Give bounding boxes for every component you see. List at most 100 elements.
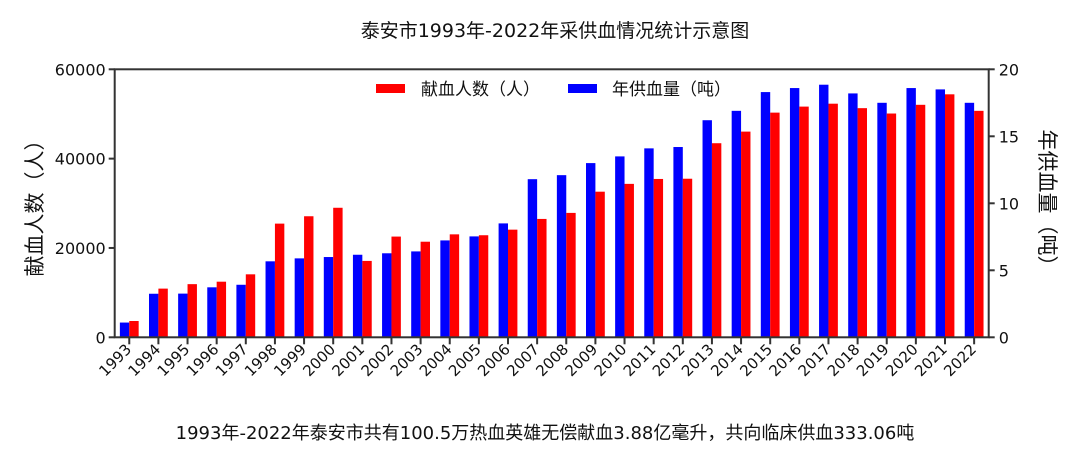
bar-supply-2018 bbox=[848, 93, 858, 338]
x-tick-label: 1995 bbox=[154, 340, 194, 380]
bar-donors-1998 bbox=[274, 223, 285, 338]
x-tick-label: 2008 bbox=[532, 340, 572, 380]
x-tick-label: 2017 bbox=[795, 340, 835, 380]
bar-donors-2002 bbox=[391, 236, 401, 338]
bar-donors-1999 bbox=[304, 216, 314, 338]
bar-supply-1994 bbox=[149, 293, 159, 338]
x-tick-label: 2016 bbox=[765, 340, 805, 380]
bar-donors-2007 bbox=[537, 218, 547, 338]
legend-label-donors: 献血人数（人） bbox=[421, 80, 540, 100]
x-tick-label: 2001 bbox=[328, 340, 368, 380]
x-tick-label: 2014 bbox=[707, 340, 747, 380]
x-tick-label: 2007 bbox=[503, 340, 543, 380]
chart-footnote: 1993年-2022年泰安市共有100.5万热血英雄无偿献血3.88亿毫升，共向… bbox=[176, 423, 915, 444]
bar-supply-2001 bbox=[352, 254, 363, 338]
bar-supply-2008 bbox=[556, 175, 567, 338]
bar-supply-2000 bbox=[323, 257, 334, 338]
bar-donors-2019 bbox=[886, 113, 897, 338]
y-left-tick-label: 60000 bbox=[55, 60, 106, 79]
x-tick-label: 2019 bbox=[853, 340, 893, 380]
bar-donors-2020 bbox=[915, 104, 926, 338]
legend: 献血人数（人） 年供血量（吨） bbox=[376, 80, 731, 100]
legend-label-supply: 年供血量（吨） bbox=[612, 80, 731, 100]
bar-supply-2014 bbox=[731, 110, 742, 338]
bar-supply-1999 bbox=[294, 258, 305, 338]
bar-donors-2009 bbox=[595, 191, 605, 338]
y-right-tick-label: 10 bbox=[999, 194, 1019, 213]
bar-supply-1998 bbox=[265, 261, 275, 338]
bar-donors-2004 bbox=[449, 234, 460, 338]
bar-donors-2000 bbox=[333, 207, 343, 338]
x-tick-label: 2022 bbox=[940, 340, 980, 380]
bars bbox=[119, 84, 984, 338]
x-tick-label: 2013 bbox=[678, 340, 718, 380]
bar-supply-2021 bbox=[935, 89, 945, 338]
y-right-tick-label: 15 bbox=[999, 127, 1019, 146]
bar-donors-1996 bbox=[216, 281, 227, 338]
y-right-tick-label: 0 bbox=[999, 328, 1009, 347]
x-tick-label: 1996 bbox=[183, 340, 223, 380]
x-tick-label: 2004 bbox=[416, 340, 456, 380]
y-right-tick-label: 20 bbox=[999, 60, 1019, 79]
bar-donors-2022 bbox=[974, 110, 984, 338]
bar-supply-2017 bbox=[819, 84, 829, 338]
bar-donors-2005 bbox=[478, 235, 489, 338]
x-tick-label: 2005 bbox=[445, 340, 485, 380]
legend-swatch-red bbox=[376, 84, 405, 93]
bar-donors-2018 bbox=[857, 108, 867, 338]
y-right-tick-label: 5 bbox=[999, 261, 1009, 280]
x-tick-label: 2009 bbox=[561, 340, 601, 380]
x-tick-label: 2002 bbox=[358, 340, 398, 380]
x-tick-label: 2021 bbox=[911, 340, 951, 380]
y-left-tick-label: 0 bbox=[96, 328, 106, 347]
bar-donors-2006 bbox=[508, 229, 518, 338]
x-tick-label: 2015 bbox=[736, 340, 776, 380]
bar-supply-1997 bbox=[236, 284, 246, 338]
x-tick-label: 2000 bbox=[299, 340, 339, 380]
y-left-tick-label: 40000 bbox=[55, 150, 106, 169]
chart-title: 泰安市1993年-2022年采供血情况统计示意图 bbox=[361, 20, 750, 42]
bar-donors-2021 bbox=[945, 94, 955, 338]
bar-donors-1997 bbox=[245, 274, 256, 338]
bar-donors-2017 bbox=[828, 103, 838, 338]
bar-donors-2008 bbox=[566, 212, 576, 338]
bar-donors-2012 bbox=[682, 178, 693, 338]
bar-donors-2013 bbox=[711, 143, 722, 338]
bar-supply-2016 bbox=[789, 88, 800, 338]
x-tick-label: 2012 bbox=[649, 340, 689, 380]
bar-supply-1993 bbox=[119, 322, 130, 338]
x-tick-label: 2003 bbox=[387, 340, 427, 380]
bar-donors-2014 bbox=[741, 131, 751, 338]
x-tick-label: 2018 bbox=[824, 340, 864, 380]
x-tick-label: 1998 bbox=[241, 340, 281, 380]
bar-supply-2002 bbox=[382, 253, 392, 338]
x-tick-label: 1999 bbox=[270, 340, 310, 380]
bar-supply-2010 bbox=[615, 156, 625, 338]
bar-supply-2006 bbox=[498, 223, 508, 338]
bar-supply-2015 bbox=[760, 92, 771, 338]
bar-supply-2013 bbox=[702, 120, 712, 338]
bar-supply-2011 bbox=[644, 148, 654, 338]
x-tick-label: 2020 bbox=[882, 340, 922, 380]
bar-supply-2020 bbox=[906, 88, 916, 338]
bar-supply-2019 bbox=[877, 102, 887, 338]
bar-supply-1995 bbox=[178, 293, 188, 338]
bar-donors-2016 bbox=[799, 106, 809, 338]
bar-donors-2001 bbox=[362, 260, 372, 338]
bar-donors-1995 bbox=[187, 284, 197, 338]
bar-supply-2007 bbox=[527, 179, 538, 338]
bar-supply-2004 bbox=[440, 240, 450, 338]
bar-supply-2003 bbox=[411, 251, 421, 338]
x-tick-label: 2011 bbox=[620, 340, 660, 380]
x-tick-label: 1994 bbox=[124, 340, 164, 380]
bar-supply-2009 bbox=[586, 163, 596, 338]
y-axis-right-label: 年供血量（吨） bbox=[1035, 130, 1059, 277]
y-axis-left-label: 献血人数（人） bbox=[23, 130, 47, 277]
bar-donors-2003 bbox=[420, 241, 430, 338]
bar-supply-2022 bbox=[964, 102, 975, 338]
x-tick-label: 2006 bbox=[474, 340, 514, 380]
x-tick-label: 1997 bbox=[212, 340, 252, 380]
legend-swatch-blue bbox=[568, 84, 597, 93]
bar-donors-2011 bbox=[653, 178, 664, 338]
